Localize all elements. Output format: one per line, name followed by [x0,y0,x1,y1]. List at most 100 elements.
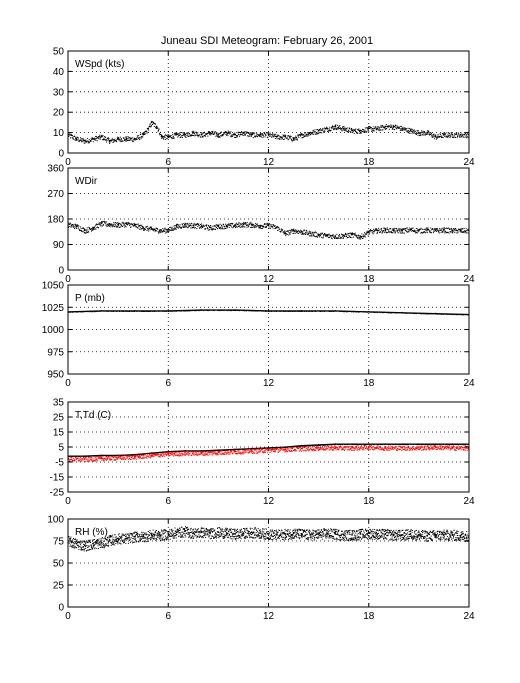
data-point [378,447,380,449]
data-point [406,230,408,232]
data-point [104,310,106,312]
data-point [412,447,414,449]
data-point [222,228,224,230]
data-point [286,137,288,139]
data-point [386,448,388,450]
data-point [246,222,248,224]
data-point [71,134,73,136]
data-point [75,311,77,313]
data-point [429,230,431,232]
data-point [382,125,384,127]
data-point [207,132,209,134]
data-point [328,444,330,446]
data-point [127,136,129,138]
data-point [414,443,416,445]
data-point [284,231,286,233]
data-point [451,444,453,446]
data-point [167,134,169,136]
data-point [132,455,134,457]
data-point [293,310,295,312]
data-point [115,310,117,312]
data-point [359,447,361,449]
data-point [461,230,463,232]
data-point [433,448,435,450]
data-point [118,310,120,312]
data-point [323,311,325,313]
data-point [414,229,416,231]
data-point [253,448,255,450]
data-point [318,310,320,312]
data-point [103,224,105,226]
data-point [138,454,140,456]
data-point [123,311,125,313]
data-point [166,229,168,231]
data-point [271,134,273,136]
data-point [85,139,87,141]
y-tick-label: 1025 [42,303,65,314]
data-point [118,139,120,141]
data-point [283,232,285,234]
data-point [175,133,177,135]
data-point [129,457,131,459]
data-point [88,141,90,143]
data-point [290,136,292,138]
data-point [73,455,75,457]
data-point [381,129,383,131]
data-point [304,132,306,134]
data-point [326,233,328,235]
data-point [264,223,266,225]
data-point [272,449,274,451]
data-point [72,223,74,225]
data-point [227,226,229,228]
data-point [403,227,405,229]
data-point [312,450,314,452]
data-point [421,130,423,132]
data-point [260,225,262,227]
data-point [112,225,114,227]
data-point [262,451,264,453]
data-point [135,455,137,457]
data-point [211,227,213,229]
data-point [376,129,378,131]
data-point [127,139,129,141]
data-point [114,138,116,140]
data-point [366,126,368,128]
data-point [169,453,171,455]
data-point [408,127,410,129]
data-point [433,446,435,448]
data-point [106,223,108,225]
y-tick-label: 20 [53,108,65,119]
data-point [206,309,208,311]
data-point [265,226,267,228]
data-point [304,229,306,231]
data-point [446,447,448,449]
data-point [90,458,92,460]
data-point [266,225,268,227]
data-marker [434,312,437,315]
data-point [254,225,256,227]
data-point [182,134,184,136]
data-point [433,313,435,315]
data-point [425,313,427,315]
data-point [184,454,186,456]
data-point [389,228,391,230]
data-point [159,456,161,458]
data-point [111,455,113,457]
data-marker [267,310,270,312]
data-point [263,310,265,312]
data-point [387,444,389,446]
data-point [262,451,264,453]
data-point [196,134,198,136]
data-point [174,455,176,457]
data-point [167,231,169,233]
data-point [347,131,349,133]
data-marker [334,310,337,312]
data-point [187,452,189,454]
data-point [412,130,414,132]
data-point [103,458,105,460]
data-point [356,132,358,134]
data-point [247,224,249,226]
data-point [331,310,333,312]
data-point [123,139,125,141]
data-point [360,311,362,313]
